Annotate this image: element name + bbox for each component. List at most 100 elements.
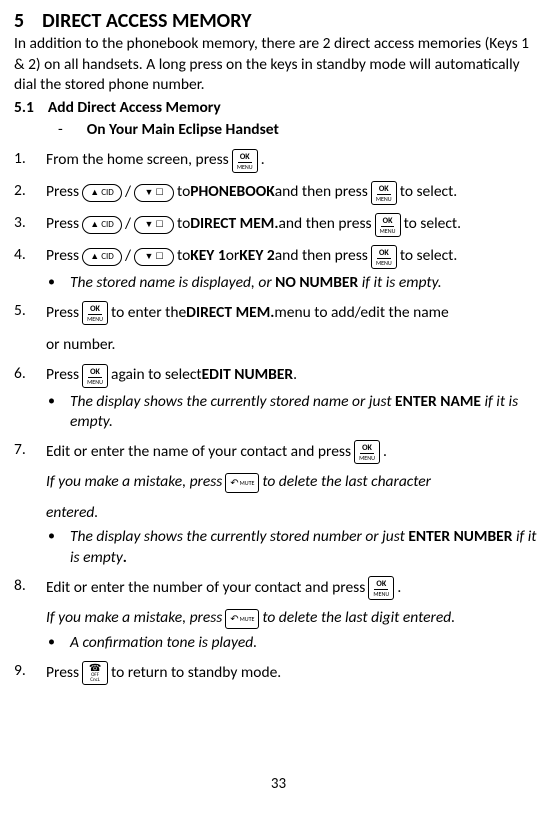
text: . xyxy=(261,150,265,170)
step-num: 5. xyxy=(14,301,46,321)
text: to xyxy=(177,246,190,266)
text: . xyxy=(383,442,387,462)
mute-key-icon: ↶MUTE xyxy=(225,473,259,493)
step-5: 5. Press OK MENU to enter the DIRECT MEM… xyxy=(14,301,543,325)
intro-text: In addition to the phonebook memory, the… xyxy=(14,34,543,95)
step-5-cont: or number. xyxy=(14,335,543,355)
keyword: KEY 1 xyxy=(190,246,225,266)
text: Press xyxy=(46,182,79,202)
text: to select. xyxy=(400,246,457,266)
text: If you make a mistake, press xyxy=(46,472,222,492)
text: A confirmation tone is played. xyxy=(70,633,543,653)
icon-label: OK xyxy=(238,152,252,163)
step-num: 2. xyxy=(14,181,46,201)
icon-label: OK xyxy=(88,367,102,378)
step-7-mistake-cont: entered. xyxy=(14,503,543,523)
down-key-icon: ▼ ☐ xyxy=(134,248,174,266)
icon-label: MENU xyxy=(380,227,396,234)
manual-page: 5 DIRECT ACCESS MEMORY In addition to th… xyxy=(0,0,557,813)
text: The display shows the currently stored n… xyxy=(70,527,408,546)
text: and then press xyxy=(275,182,368,202)
section-heading: 5 DIRECT ACCESS MEMORY xyxy=(14,8,543,34)
device-heading: -On Your Main Eclipse Handset xyxy=(14,120,543,140)
ok-menu-key-icon: OK MENU xyxy=(375,213,401,237)
step-num: 7. xyxy=(14,440,46,460)
up-cid-key-icon: ▲ CID xyxy=(82,248,122,266)
icon-label: OK xyxy=(377,248,391,259)
text: again to select xyxy=(111,365,202,385)
keyword: ENTER NUMBER xyxy=(408,527,512,546)
page-number: 33 xyxy=(0,775,557,795)
text: . xyxy=(123,548,127,567)
step-6: 6. Press OK MENU again to select EDIT NU… xyxy=(14,364,543,388)
subsection-heading: 5.1 Add Direct Access Memory xyxy=(14,98,543,118)
text: Press xyxy=(46,214,79,234)
text: and then press xyxy=(275,246,368,266)
text: Press xyxy=(46,303,79,323)
step-8-mistake: If you make a mistake, press ↶MUTE to de… xyxy=(14,608,455,628)
text: to xyxy=(177,214,190,234)
keyword: KEY 2 xyxy=(239,246,274,266)
step-num: 3. xyxy=(14,213,46,233)
keyword: PHONEBOOK xyxy=(190,182,274,202)
icon-label: MUTE xyxy=(240,616,255,622)
icon-label: CncL xyxy=(90,678,100,683)
icon-label: MENU xyxy=(376,195,392,202)
text: / xyxy=(125,214,131,234)
icon-label: MENU xyxy=(359,454,375,461)
off-cancel-key-icon: ☎ OFF CncL xyxy=(82,661,108,685)
ok-menu-key-icon: OK MENU xyxy=(354,440,380,464)
step-1: 1. From the home screen, press OK MENU . xyxy=(14,149,543,173)
icon-label: OK xyxy=(360,443,374,454)
icon-label: OK xyxy=(88,304,102,315)
text: to enter the xyxy=(111,303,186,323)
keyword: ENTER NAME xyxy=(395,392,481,411)
bullet-icon: • xyxy=(48,273,70,291)
step-8-note: • A confirmation tone is played. xyxy=(14,633,543,653)
text: or xyxy=(226,246,240,266)
step-7-note: • The display shows the currently stored… xyxy=(14,527,543,568)
text: to xyxy=(177,182,190,202)
text: to delete the last character xyxy=(262,472,431,492)
text: if it is empty. xyxy=(358,273,442,292)
text: menu to add/edit the name xyxy=(274,303,448,323)
icon-label: MENU xyxy=(237,163,253,170)
text: to return to standby mode. xyxy=(111,663,281,683)
section-title: DIRECT ACCESS MEMORY xyxy=(42,8,251,34)
up-cid-key-icon: ▲ CID xyxy=(82,216,122,234)
step-num: 6. xyxy=(14,364,46,384)
icon-label: MENU xyxy=(87,315,103,322)
step-4: 4. Press ▲ CID / ▼ ☐ to KEY 1 or KEY 2 a… xyxy=(14,245,543,269)
step-7: 7. Edit or enter the name of your contac… xyxy=(14,440,543,464)
subsection-number: 5.1 xyxy=(14,98,34,118)
keyword: DIRECT MEM. xyxy=(186,303,274,323)
text: The stored name is displayed, or xyxy=(70,273,275,292)
text: From the home screen, press xyxy=(46,150,229,170)
text: Edit or enter the number of your contact… xyxy=(46,578,365,598)
text: Press xyxy=(46,365,79,385)
text: The display shows the currently stored n… xyxy=(70,392,395,411)
ok-menu-key-icon: OK MENU xyxy=(232,149,258,173)
ok-menu-key-icon: OK MENU xyxy=(82,364,108,388)
icon-label: MUTE xyxy=(240,480,255,486)
icon-label: OK xyxy=(374,579,388,590)
text: to select. xyxy=(404,214,461,234)
keyword: DIRECT MEM. xyxy=(190,214,278,234)
ok-menu-key-icon: OK MENU xyxy=(368,576,394,600)
dash: - xyxy=(58,120,87,139)
step-num: 9. xyxy=(14,661,46,681)
subsection-title: Add Direct Access Memory xyxy=(48,98,221,118)
ok-menu-key-icon: OK MENU xyxy=(371,181,397,205)
icon-label: MENU xyxy=(373,590,389,597)
ok-menu-key-icon: OK MENU xyxy=(82,301,108,325)
step-num: 4. xyxy=(14,245,46,265)
text: . xyxy=(397,578,401,598)
text: . xyxy=(293,365,297,385)
step-8: 8. Edit or enter the number of your cont… xyxy=(14,576,543,600)
step-6-note: • The display shows the currently stored… xyxy=(14,392,543,433)
device-label: On Your Main Eclipse Handset xyxy=(87,120,279,139)
step-num: 8. xyxy=(14,576,46,596)
icon-label: OK xyxy=(377,184,391,195)
mute-key-icon: ↶MUTE xyxy=(225,609,259,629)
step-7-mistake: If you make a mistake, press ↶MUTE to de… xyxy=(14,472,431,492)
